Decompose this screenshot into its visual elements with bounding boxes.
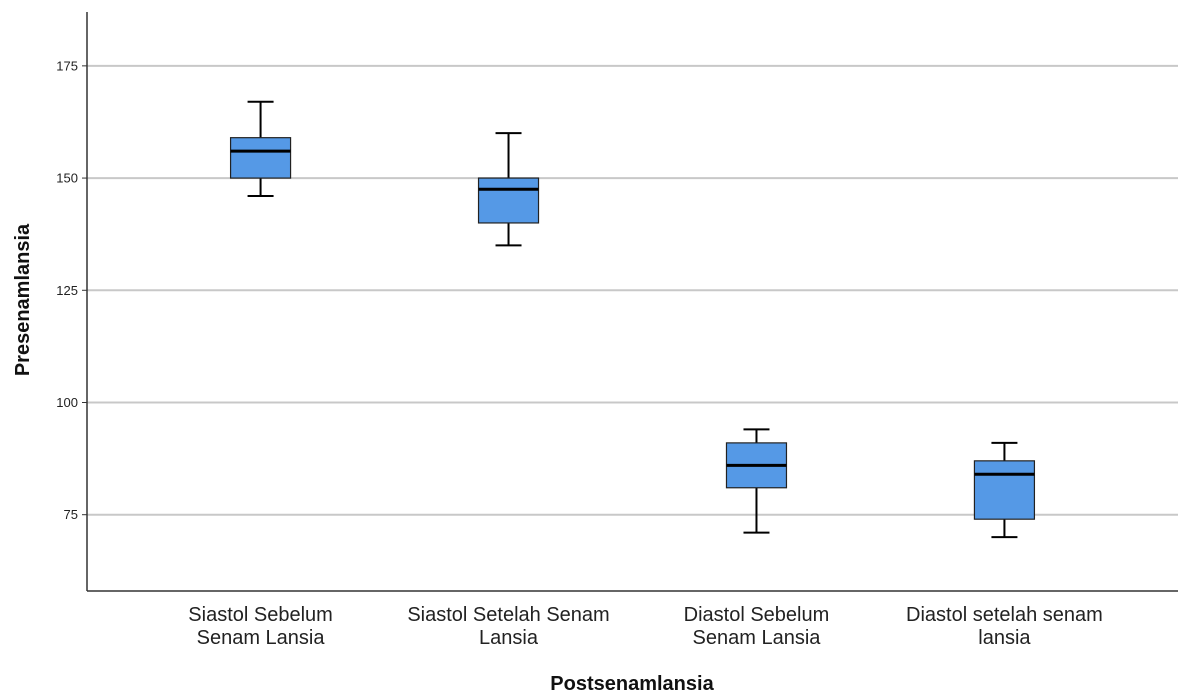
x-category-label: Diastol Sebelum [684,604,830,626]
x-axis-title: Postsenamlansia [550,673,714,695]
x-category-label: Siastol Sebelum [188,604,333,626]
box-4 [973,441,1036,539]
x-category-label: Senam Lansia [693,627,822,649]
y-tick-label: 100 [56,395,78,410]
iqr-box [229,137,292,179]
x-category-label: Senam Lansia [197,627,326,649]
box-1 [229,100,292,198]
x-category-label: Lansia [479,627,539,649]
y-axis-title: Presenamlansia [12,223,34,376]
axes [82,12,1178,592]
iqr-box [477,177,540,224]
box-3 [725,428,788,534]
y-tick-label: 175 [56,58,78,73]
y-tick-label: 75 [64,507,78,522]
x-category-label: Siastol Setelah Senam [407,604,609,626]
y-tick-label: 125 [56,283,78,298]
x-category-label: Diastol setelah senam [906,604,1103,626]
box-2 [477,132,540,247]
x-category-label: lansia [978,627,1031,649]
y-tick-label: 150 [56,171,78,186]
box-series [229,100,1036,539]
iqr-box [973,460,1036,520]
gridlines [87,64,1178,516]
